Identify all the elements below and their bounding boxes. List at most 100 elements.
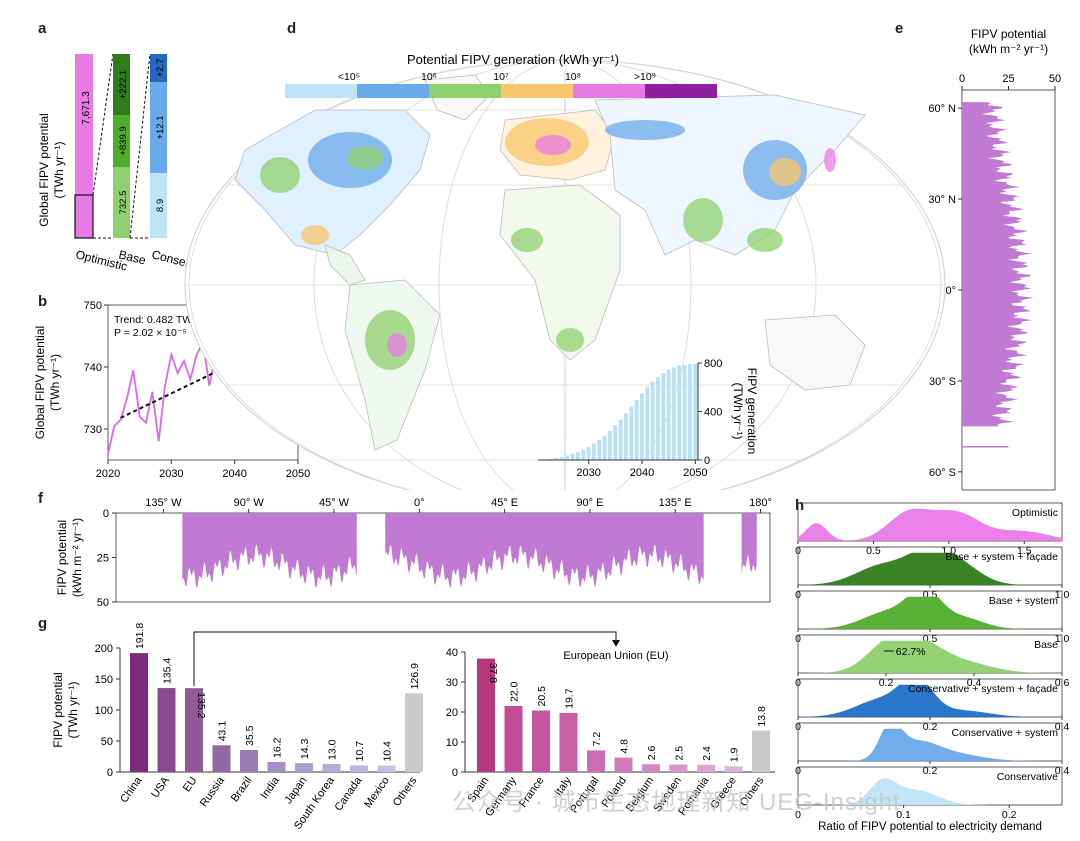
c-bar-2031	[591, 443, 596, 460]
c-bar-2026	[565, 455, 570, 460]
g2-bar-germany	[504, 706, 523, 772]
g1-bar-japan	[295, 763, 313, 772]
e-ytick-1: 30° N	[928, 194, 956, 206]
g1-ylabel-line2: (TWh yr⁻¹)	[66, 682, 80, 739]
h-row-3-tick-2: 0.4	[967, 677, 982, 689]
h-row-0-tick-1: 0.5	[866, 545, 881, 557]
f-profile-americas	[182, 513, 357, 589]
e-profile-bar-south	[962, 446, 1009, 448]
panel-letter-a: a	[38, 20, 47, 37]
c-bar-2030	[586, 446, 591, 460]
h-row-6-tick-0: 0	[795, 809, 801, 821]
chart-a-stacked-bars: Global FIPV potential (TWh yr⁻¹) 7,671.3 73…	[37, 53, 222, 278]
a-label-optimistic: 7,671.3	[81, 91, 92, 125]
g1-category-10: Others	[391, 774, 420, 808]
g2-bar-italy	[559, 712, 578, 772]
g1-category-5: India	[258, 774, 282, 801]
map-legend-title: Potential FIPV generation (kWh yr⁻¹)	[407, 52, 619, 67]
e-ytick-0: 60° N	[928, 103, 956, 115]
h-density-4	[798, 684, 1062, 717]
map-legend-swatch-5	[645, 84, 717, 98]
h-row-0-tick-3: 1.5	[1017, 545, 1032, 557]
e-xtick-1: 25	[1002, 73, 1014, 85]
c-bar-2029	[581, 449, 586, 460]
a-bar-base-segment-1	[113, 167, 130, 238]
g1-category-6: Japan	[282, 775, 309, 806]
map-spot-russia	[605, 120, 685, 140]
g-eu-arrowhead	[612, 640, 620, 647]
g1-category-3: Russia	[198, 774, 228, 809]
c-bar-2025	[559, 456, 564, 460]
b-ytick-1: 740	[84, 362, 102, 374]
h-row-5-tick-1: 0.2	[923, 765, 938, 777]
chart-f-longitude-profile: 135° W 90° W 45° W 0° 45° E 90° E 135° E 180° 0 2…	[55, 497, 772, 609]
panel-letter-d: d	[287, 20, 297, 37]
c-bar-2040	[639, 393, 644, 460]
g-eu-annotation: European Union (EU)	[563, 650, 668, 662]
f-profile-eurasia-africa	[385, 513, 704, 588]
c-bar-2033	[602, 435, 607, 460]
h-xlabel: Ratio of FIPV potential to electricity d…	[818, 821, 1042, 833]
b-ylabel-line1: Global FIPV potential	[33, 326, 47, 439]
g1-value-4: 35.5	[244, 725, 256, 746]
g2-bar-romania	[697, 764, 715, 772]
a-bar-conservative-segment-1	[150, 173, 167, 238]
map-legend-label-4: >10⁹	[634, 71, 656, 83]
map-spot-india	[683, 198, 723, 242]
f-ylabel-line2: (kWh m⁻² yr⁻¹)	[70, 518, 84, 597]
map-spot-west-africa	[511, 228, 543, 252]
h-row-label-2: Base + system	[989, 595, 1058, 607]
g-eu-arrow-line	[193, 631, 617, 687]
g2-ytick-4: 40	[446, 647, 458, 659]
b-xtick-1: 2030	[159, 468, 183, 480]
c-bar-2023	[549, 458, 554, 460]
h-row-label-3: Base	[1034, 639, 1058, 651]
b-xtick-3: 2050	[286, 468, 310, 480]
b-xtick-2: 2040	[222, 468, 246, 480]
map-legend-swatch-1	[357, 84, 429, 98]
g1-category-4: Brazil	[229, 775, 255, 804]
h-density-1	[798, 552, 1062, 585]
c-ylabel-line1: FIPV generation	[745, 368, 759, 455]
map-spot-china-core	[769, 158, 801, 186]
g1-bar-usa	[157, 688, 176, 772]
c-bar-2049	[687, 364, 692, 460]
h-row-label-5: Conservative + system	[952, 727, 1059, 739]
map-legend-swatch-2	[429, 84, 501, 98]
g1-value-0: 191.8	[134, 623, 146, 649]
c-bar-2042	[650, 381, 655, 460]
c-xtick-0: 2030	[576, 467, 600, 479]
g1-ytick-3: 150	[95, 674, 113, 686]
a-bar-base-segment-1-label: 732.5	[118, 191, 129, 215]
g1-bar-china	[130, 653, 148, 772]
h-row-6-tick-2: 0.2	[1002, 809, 1017, 821]
c-bar-2045	[666, 369, 671, 460]
h-row-label-4: Conservative + system + façade	[908, 683, 1058, 695]
g1-bar-brazil	[240, 749, 258, 772]
e-ytick-4: 60° S	[929, 467, 956, 479]
c-bar-2046	[671, 367, 676, 460]
a-ylabel-line2: (TWh yr⁻¹)	[52, 142, 66, 199]
g1-category-0: China	[118, 774, 145, 805]
g2-bar-greece	[724, 766, 743, 772]
e-xtick-2: 50	[1049, 73, 1061, 85]
c-bar-2041	[645, 387, 650, 460]
g2-value-5: 4.8	[619, 739, 631, 754]
a-ylabel-line1: Global FIPV potential	[37, 113, 51, 226]
c-bar-2036	[618, 419, 623, 460]
map-central-america	[324, 244, 366, 286]
g1-value-5: 16.2	[272, 737, 284, 758]
e-title-line2: (kWh m⁻² yr⁻¹)	[969, 42, 1048, 56]
g1-bar-others	[405, 693, 423, 772]
h-density-3	[798, 640, 1062, 673]
g2-bar-belgium	[642, 764, 660, 772]
g2-bar-portugal	[587, 750, 605, 772]
f-ylabel-line1: FIPV potential	[55, 520, 69, 595]
g1-value-6: 14.3	[299, 739, 311, 760]
g1-ylabel-line1: FIPV potential	[51, 672, 65, 747]
g2-bar-france	[532, 710, 550, 772]
c-bar-2050	[693, 363, 698, 460]
map-legend-label-3: 10⁸	[565, 71, 581, 83]
a-bar-conservative-segment-1-label: 8.9	[155, 199, 166, 212]
